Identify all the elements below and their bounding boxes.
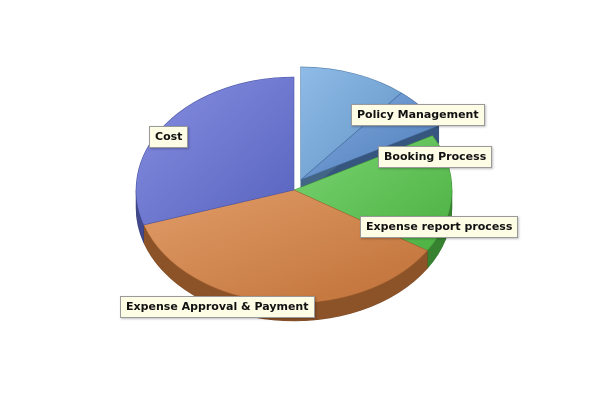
slice-label-booking-process: Booking Process <box>378 146 493 168</box>
slice-label-expense-report-process: Expense report process <box>360 216 519 238</box>
slice-label-expense-approval-payment: Expense Approval & Payment <box>120 296 315 318</box>
slice-label-cost: Cost <box>149 126 189 148</box>
pie-slice-policy-management <box>300 66 402 181</box>
slice-label-policy-management: Policy Management <box>351 104 485 126</box>
pie-slice-cost <box>135 76 295 226</box>
